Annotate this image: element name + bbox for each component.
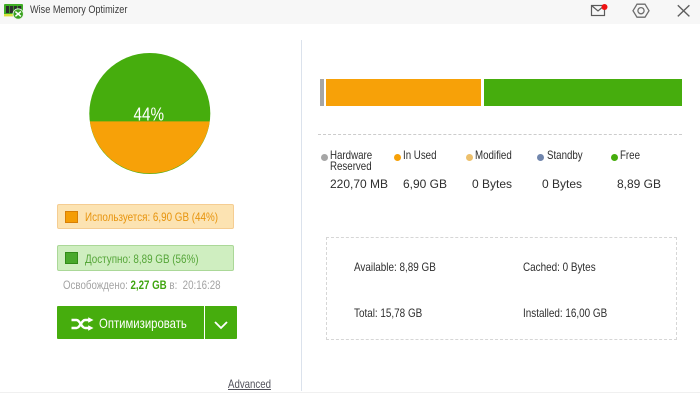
svg-text:44%: 44%	[134, 105, 165, 125]
